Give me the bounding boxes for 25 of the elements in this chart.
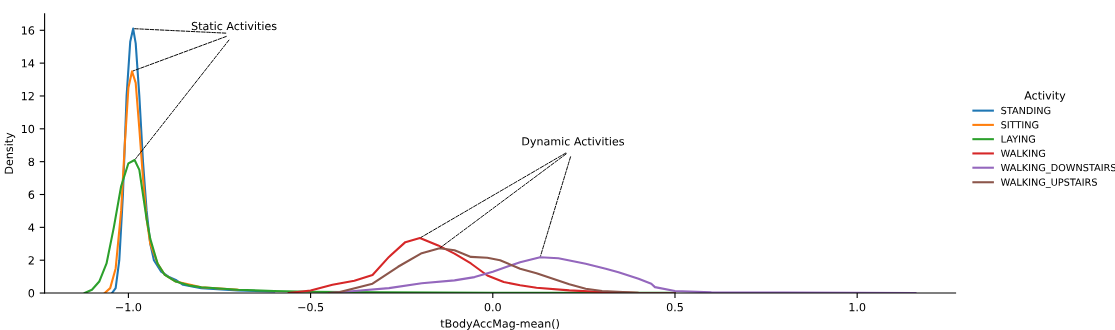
legend-label: WALKING_DOWNSTAIRS xyxy=(1000,163,1115,174)
legend-label: LAYING xyxy=(1001,135,1035,143)
y-tick-label: 2 xyxy=(28,256,34,265)
y-axis-title: Density xyxy=(4,132,16,174)
y-tick-label: 4 xyxy=(28,223,35,232)
y-tick-label: 14 xyxy=(21,59,35,68)
y-tick-label: 0 xyxy=(28,289,35,298)
legend-label: WALKING xyxy=(1000,149,1046,157)
y-tick-label: 16 xyxy=(21,26,35,35)
x-tick-label: 0.0 xyxy=(484,302,501,312)
x-tick-label: 1.0 xyxy=(849,302,866,312)
legend-title: Activity xyxy=(1024,91,1066,102)
y-tick-label: 12 xyxy=(21,91,34,101)
legend-label: WALKING_UPSTAIRS xyxy=(1000,178,1097,188)
y-tick-label: 6 xyxy=(28,190,35,199)
y-tick-label: 10 xyxy=(21,124,35,134)
x-tick-label: −1.0 xyxy=(116,302,142,312)
x-tick-label: −0.5 xyxy=(298,302,324,312)
annotation: Static Activities xyxy=(191,21,277,31)
legend-label: SITTING xyxy=(1001,121,1039,129)
x-tick-label: 0.5 xyxy=(666,302,683,312)
legend-label: STANDING xyxy=(1001,106,1051,115)
x-axis-title: tBodyAccMag-mean() xyxy=(440,319,559,330)
annotation: Dynamic Activities xyxy=(522,136,625,148)
y-tick-label: 8 xyxy=(28,157,35,167)
